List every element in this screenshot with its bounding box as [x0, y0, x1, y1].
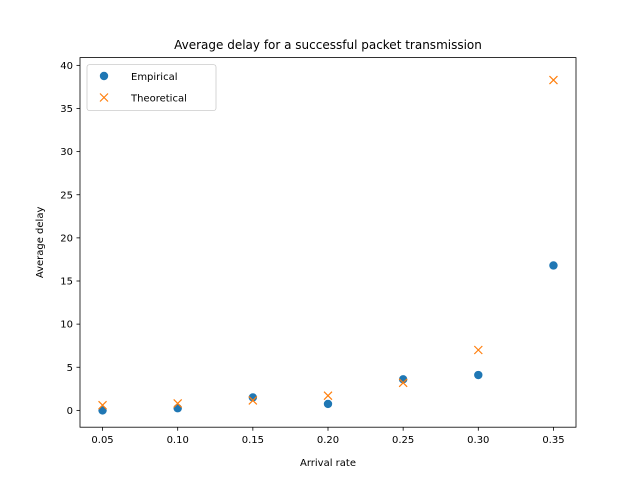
y-tick-label: 40	[60, 61, 73, 72]
data-point-theoretical	[248, 396, 258, 405]
x-tick-label: 0.35	[542, 435, 564, 446]
legend-marker-circle	[99, 71, 109, 81]
data-point-theoretical	[398, 378, 408, 388]
data-point-theoretical	[473, 345, 483, 355]
data-point-theoretical	[323, 391, 333, 401]
series-theoretical	[98, 75, 558, 410]
data-point-empirical	[323, 399, 333, 409]
y-tick-label: 0	[67, 406, 73, 417]
chart-title: Average delay for a successful packet tr…	[174, 38, 482, 52]
y-tick-label: 35	[60, 104, 73, 115]
y-tick-label: 20	[60, 233, 73, 244]
plot-frame	[79, 57, 577, 428]
legend-label: Theoretical	[130, 94, 187, 105]
legend-frame	[86, 64, 217, 111]
y-tick-label: 30	[60, 147, 73, 158]
x-tick-label: 0.20	[317, 435, 339, 446]
data-point-empirical	[549, 261, 558, 270]
x-tick-label: 0.05	[91, 435, 113, 446]
x-axis-label: Arrival rate	[300, 458, 356, 469]
x-tick-label: 0.15	[242, 435, 264, 446]
legend-marker-x	[99, 93, 109, 102]
series-layer	[98, 75, 558, 415]
y-tick-label: 10	[60, 320, 73, 331]
data-point-theoretical	[173, 399, 183, 408]
data-point-empirical	[248, 393, 258, 402]
legend: Empirical Theoretical	[86, 64, 217, 111]
legend-label: Empirical	[131, 72, 177, 83]
data-point-theoretical	[549, 75, 558, 85]
data-point-empirical	[98, 406, 107, 415]
data-point-empirical	[173, 404, 182, 413]
x-tick-label: 0.30	[467, 435, 489, 446]
y-axis-label: Average delay	[35, 207, 46, 279]
y-tick-label: 25	[60, 190, 73, 201]
data-point-theoretical	[98, 400, 107, 410]
x-tick-label: 0.10	[167, 435, 189, 446]
legend-item-empirical: Empirical	[99, 71, 177, 83]
y-tick-label: 5	[67, 363, 73, 374]
legend-item-theoretical: Theoretical	[99, 93, 187, 105]
y-tick-label: 15	[60, 277, 73, 288]
x-axis-ticks: 0.05 0.10 0.15 0.20 0.25 0.30 0.35	[91, 427, 565, 446]
y-axis-ticks: 0 5 10 15 20 25 30 35 40	[60, 61, 80, 417]
data-point-empirical	[474, 370, 483, 380]
x-tick-label: 0.25	[392, 435, 414, 446]
